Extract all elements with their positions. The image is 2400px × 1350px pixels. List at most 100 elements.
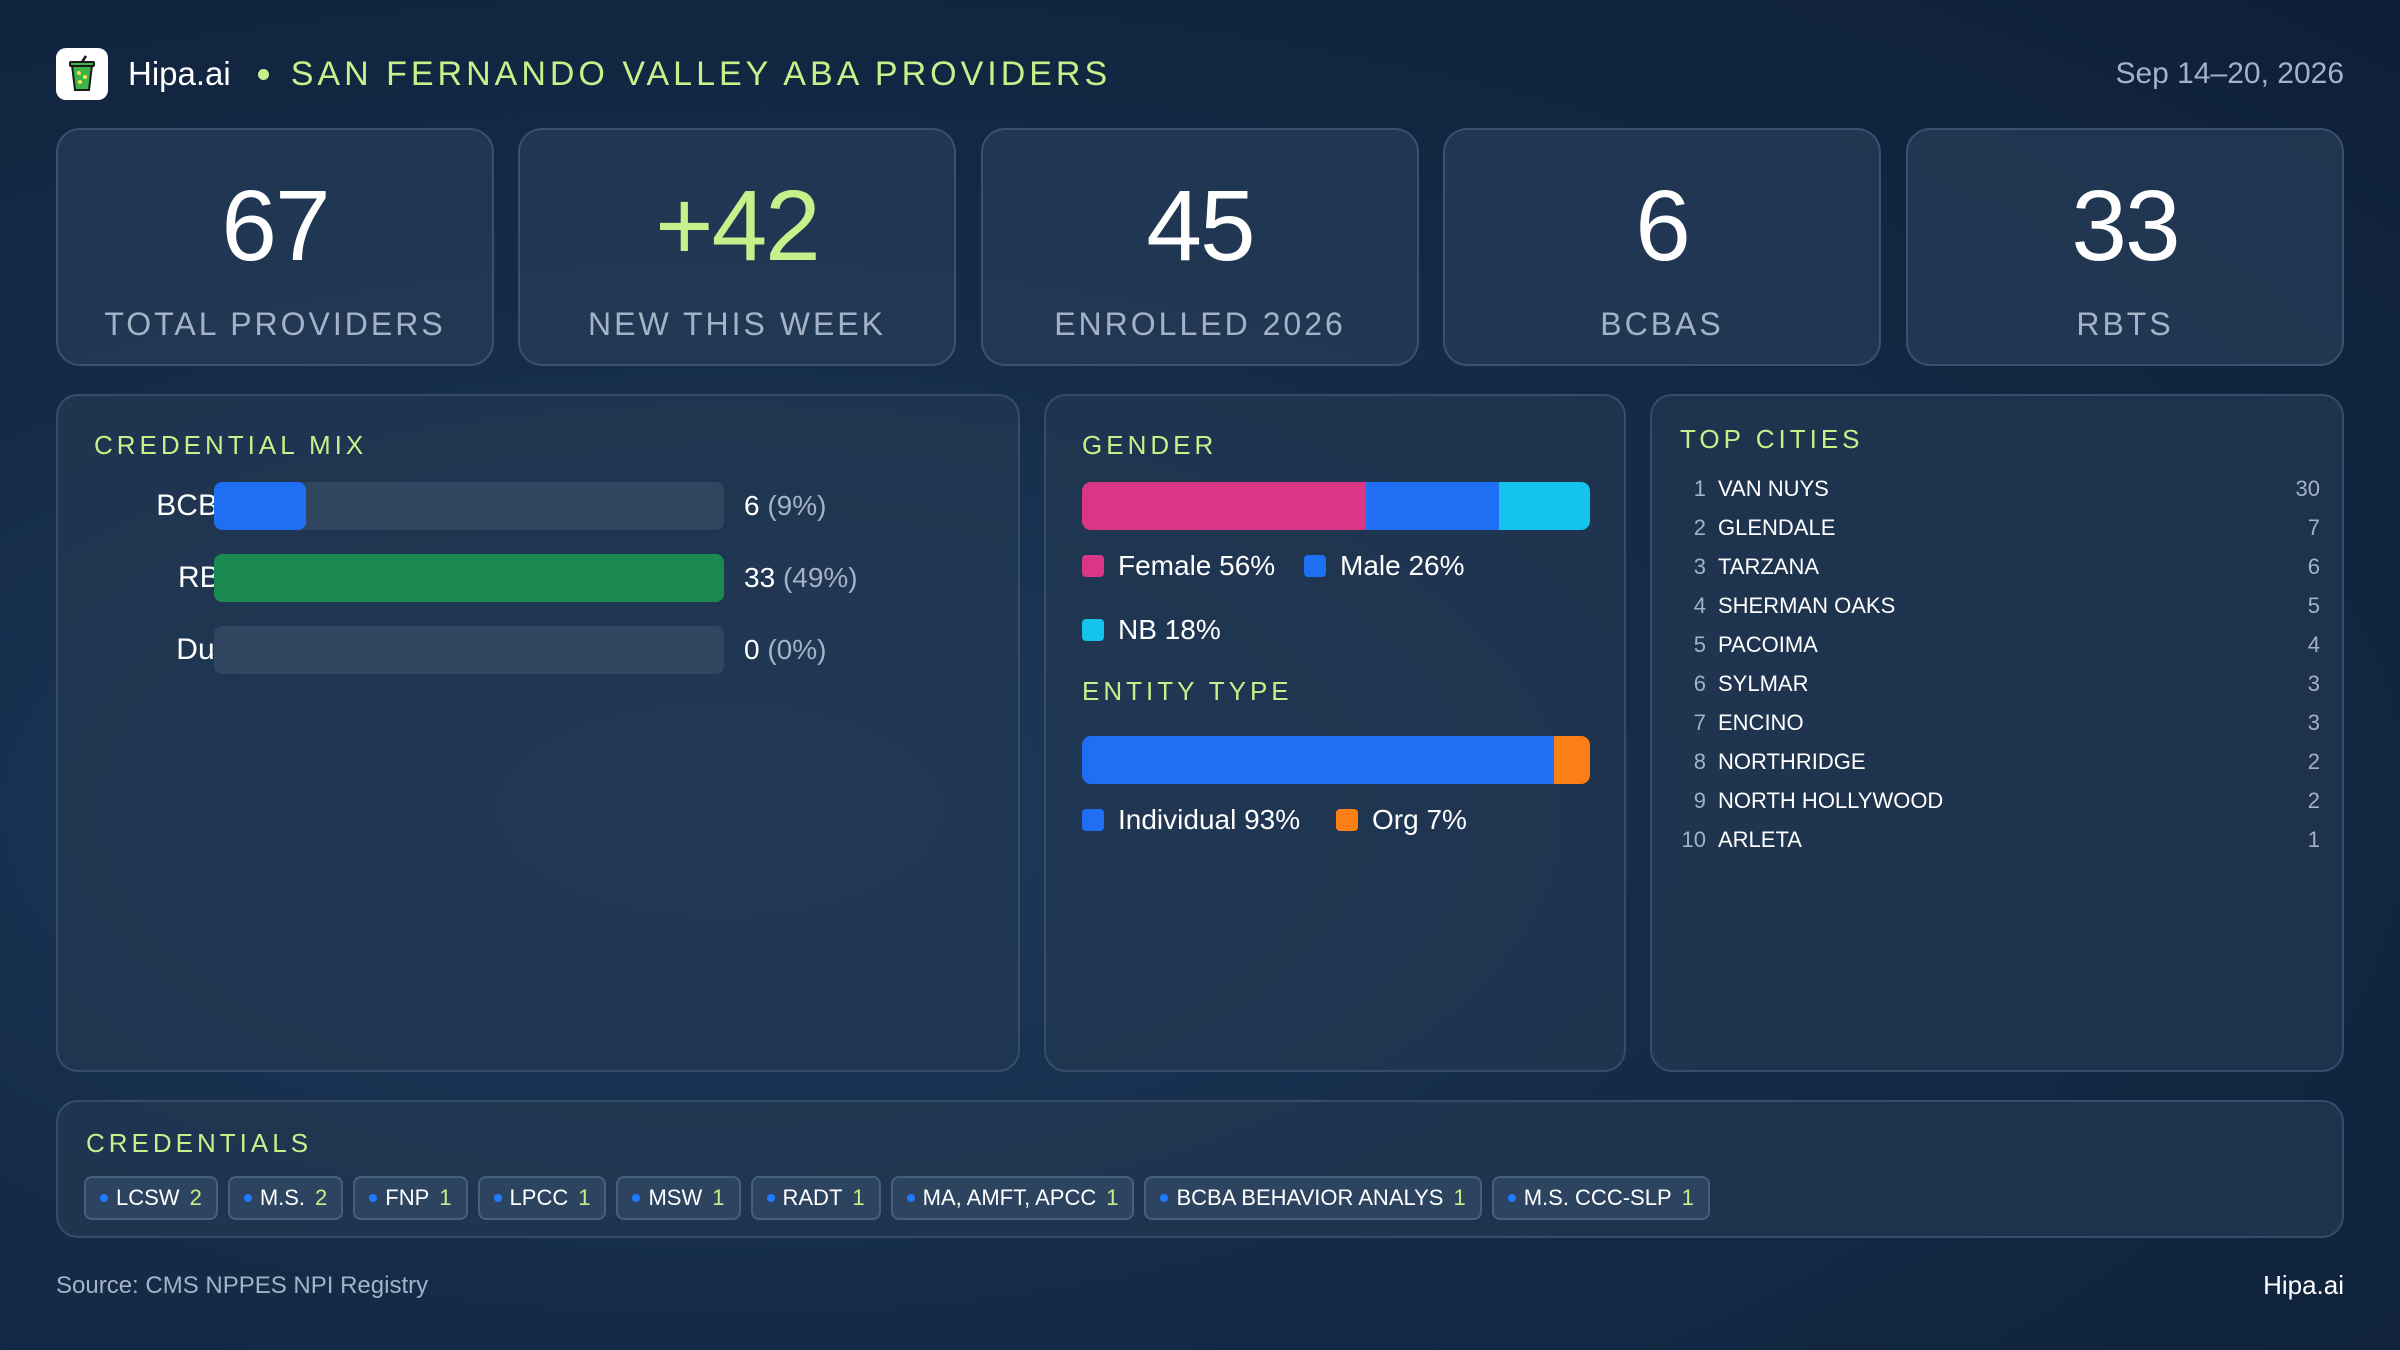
credential-chip: LCSW 2 bbox=[84, 1176, 218, 1220]
gender-stacked-bar bbox=[1082, 482, 1590, 530]
city-rank: 7 bbox=[1693, 710, 1706, 735]
entity-type-title: ENTITY TYPE bbox=[1082, 676, 1293, 706]
chip-label: MSW bbox=[648, 1185, 703, 1210]
city-row: 2 GLENDALE 7 bbox=[1652, 515, 2346, 545]
credential-pct: (9%) bbox=[767, 490, 827, 521]
chip-label: LPCC bbox=[509, 1185, 569, 1210]
chip-count: 1 bbox=[1106, 1185, 1119, 1210]
kpi-card-new-this-week: +42 NEW THIS WEEK bbox=[518, 128, 956, 366]
city-count: 6 bbox=[2307, 554, 2320, 579]
chip-dot-icon bbox=[369, 1194, 378, 1202]
legend-label: NB 18% bbox=[1118, 614, 1221, 645]
bar-track bbox=[214, 482, 724, 530]
city-name: SYLMAR bbox=[1718, 671, 1809, 696]
top-cities-panel: TOP CITIES 1 VAN NUYS 30 2 GLENDALE 7 3 TARZA… bbox=[1650, 394, 2344, 1072]
city-rank: 4 bbox=[1693, 593, 1706, 618]
city-rank: 5 bbox=[1693, 632, 1706, 657]
panel-title: CREDENTIAL MIX bbox=[94, 430, 368, 460]
credential-pct: (49%) bbox=[782, 562, 858, 593]
chip-dot-icon bbox=[766, 1194, 775, 1202]
city-name: TARZANA bbox=[1718, 554, 1820, 579]
city-row: 4 SHERMAN OAKS 5 bbox=[1652, 593, 2346, 623]
credential-count: 0 bbox=[744, 634, 760, 665]
chip-dot-icon bbox=[632, 1194, 641, 1202]
legend-label: Org 7% bbox=[1372, 804, 1467, 835]
kpi-label: ENROLLED 2026 bbox=[1054, 306, 1346, 342]
city-row: 3 TARZANA 6 bbox=[1652, 554, 2346, 584]
kpi-card-bcbas: 6 BCBAS bbox=[1443, 128, 1881, 366]
kpi-label: RBTS bbox=[2076, 306, 2174, 342]
kpi-value: 45 bbox=[1146, 170, 1255, 282]
chip-count: 1 bbox=[712, 1185, 725, 1210]
city-name: VAN NUYS bbox=[1718, 476, 1829, 501]
chip-dot-icon bbox=[1507, 1194, 1516, 1202]
kpi-value: +42 bbox=[655, 170, 821, 282]
kpi-label: BCBAS bbox=[1600, 306, 1724, 342]
chip-count: 1 bbox=[439, 1185, 452, 1210]
legend-item-female: Female 56% bbox=[1082, 550, 1275, 582]
cup-drink-icon bbox=[69, 55, 95, 91]
credential-value: 6 (9%) bbox=[744, 490, 826, 522]
city-row: 8 NORTHRIDGE 2 bbox=[1652, 749, 2346, 779]
legend-swatch bbox=[1082, 555, 1104, 577]
city-count: 4 bbox=[2307, 632, 2320, 657]
legend-item-male: Male 26% bbox=[1304, 550, 1465, 582]
city-row: 10 ARLETA 1 bbox=[1652, 827, 2346, 857]
credential-chip: LPCC 1 bbox=[477, 1176, 607, 1220]
date-range: Sep 14–20, 2026 bbox=[2115, 57, 2344, 90]
chip-count: 1 bbox=[852, 1185, 865, 1210]
kpi-value: 6 bbox=[1635, 170, 1691, 282]
page-title: SAN FERNANDO VALLEY ABA PROVIDERS bbox=[290, 54, 1112, 93]
credential-chip: M.S. 2 bbox=[227, 1176, 344, 1220]
separator-dot bbox=[257, 68, 269, 80]
entity-type-stacked-bar bbox=[1082, 736, 1590, 784]
city-rank: 6 bbox=[1693, 671, 1706, 696]
credential-mix-row-dual: Dual 0 (0%) bbox=[58, 626, 1058, 674]
chip-label: LCSW bbox=[116, 1185, 180, 1210]
legend-label: Female 56% bbox=[1118, 550, 1276, 581]
gender-entity-panel: GENDER Female 56% Male 26% NB 18% ENTITY… bbox=[1044, 394, 1626, 1072]
credential-chip: M.S. CCC-SLP 1 bbox=[1491, 1176, 1710, 1220]
kpi-value: 33 bbox=[2071, 170, 2180, 282]
kpi-card-enrolled-2026: 45 ENROLLED 2026 bbox=[981, 128, 1419, 366]
legend-item-individual: Individual 93% bbox=[1082, 804, 1300, 836]
chip-label: RADT bbox=[782, 1185, 843, 1210]
kpi-value: 67 bbox=[221, 170, 330, 282]
kpi-card-rbts: 33 RBTS bbox=[1906, 128, 2344, 366]
stack-segment bbox=[1082, 736, 1555, 784]
city-rank: 3 bbox=[1693, 554, 1706, 579]
city-row: 5 PACOIMA 4 bbox=[1652, 632, 2346, 662]
stack-segment bbox=[1366, 482, 1499, 530]
source-note: Source: CMS NPPES NPI Registry bbox=[56, 1272, 429, 1299]
credential-value: 0 (0%) bbox=[744, 634, 826, 666]
city-count: 3 bbox=[2307, 671, 2320, 696]
kpi-card-total-providers: 67 TOTAL PROVIDERS bbox=[56, 128, 494, 366]
city-name: GLENDALE bbox=[1718, 515, 1836, 540]
city-name: ARLETA bbox=[1718, 827, 1802, 852]
city-count: 2 bbox=[2307, 749, 2320, 774]
legend-label: Male 26% bbox=[1340, 550, 1465, 581]
chip-label: FNP bbox=[385, 1185, 430, 1210]
city-rank: 9 bbox=[1693, 788, 1706, 813]
city-row: 6 SYLMAR 3 bbox=[1652, 671, 2346, 701]
chip-count: 1 bbox=[1453, 1185, 1466, 1210]
credential-chip: MA, AMFT, APCC 1 bbox=[890, 1176, 1135, 1220]
credential-chip: FNP 1 bbox=[353, 1176, 468, 1220]
city-count: 3 bbox=[2307, 710, 2320, 735]
chip-dot-icon bbox=[493, 1194, 502, 1202]
chip-count: 2 bbox=[315, 1185, 328, 1210]
city-count: 5 bbox=[2307, 593, 2320, 618]
credential-value: 33 (49%) bbox=[744, 562, 858, 594]
city-count: 7 bbox=[2307, 515, 2320, 540]
chip-count: 2 bbox=[189, 1185, 202, 1210]
gender-title: GENDER bbox=[1082, 430, 1218, 460]
city-row: 7 ENCINO 3 bbox=[1652, 710, 2346, 740]
credential-chip: MSW 1 bbox=[616, 1176, 741, 1220]
chip-dot-icon bbox=[243, 1194, 252, 1202]
legend-item-org: Org 7% bbox=[1336, 804, 1467, 836]
bar-fill bbox=[214, 482, 306, 530]
bar-fill bbox=[214, 554, 724, 602]
credential-pct: (0%) bbox=[767, 634, 827, 665]
city-name: ENCINO bbox=[1718, 710, 1804, 735]
chip-label: BCBA BEHAVIOR ANALYS bbox=[1176, 1185, 1444, 1210]
